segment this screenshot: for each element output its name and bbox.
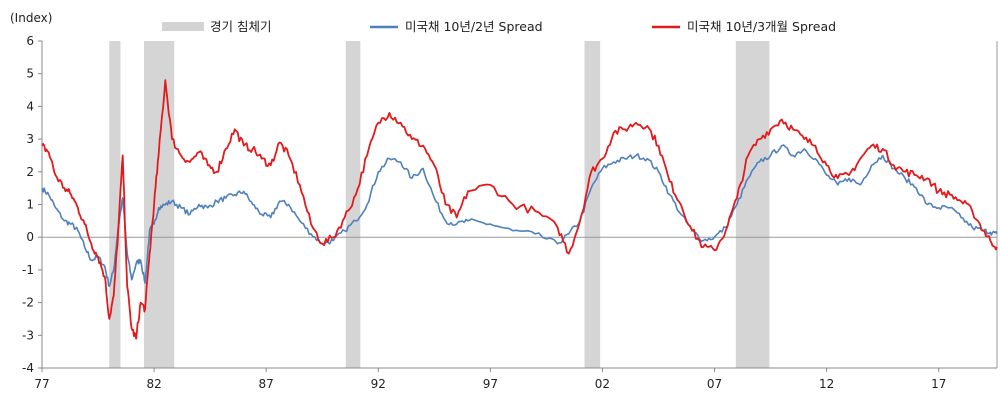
x-tick-label: 82 (146, 377, 161, 391)
y-axis-unit-label: (Index) (10, 11, 52, 25)
y-tick-label: -1 (22, 263, 34, 277)
legend-label-s3m: 미국채 10년/3개월 Spread (687, 19, 836, 34)
y-tick-label: 6 (26, 34, 34, 48)
legend-label-s2y: 미국채 10년/2년 Spread (405, 19, 543, 34)
y-tick-label: -4 (22, 361, 34, 375)
legend-label-recession: 경기 침체기 (210, 19, 271, 34)
x-tick-label: 97 (483, 377, 498, 391)
x-axis-ticks: 77 82 87 92 97 02 07 12 17 (34, 368, 946, 391)
y-tick-label: 0 (26, 230, 34, 244)
x-tick-label: 17 (931, 377, 946, 391)
y-tick-label: 1 (26, 198, 34, 212)
x-tick-label: 12 (819, 377, 834, 391)
recession-band (109, 41, 121, 368)
series-line-10y2y (41, 144, 998, 288)
recession-band (144, 41, 175, 368)
legend-swatch-recession (162, 22, 204, 31)
recession-band (584, 41, 601, 368)
y-tick-label: -2 (22, 296, 34, 310)
axes (41, 41, 998, 369)
x-tick-label: 92 (371, 377, 386, 391)
x-tick-label: 07 (707, 377, 722, 391)
x-tick-label: 77 (34, 377, 49, 391)
y-tick-label: 4 (26, 99, 34, 113)
x-tick-label: 02 (595, 377, 610, 391)
recession-bands (109, 41, 770, 368)
series-lines (41, 79, 998, 340)
y-axis-ticks: -4 -3 -2 -1 0 1 2 3 4 5 6 (22, 34, 42, 375)
recession-band (735, 41, 770, 368)
x-tick-label: 87 (259, 377, 274, 391)
y-tick-label: -3 (22, 328, 34, 342)
y-tick-label: 5 (26, 67, 34, 81)
legend: 경기 침체기 미국채 10년/2년 Spread 미국채 10년/3개월 Spr… (162, 19, 836, 34)
series-line-10y3m (41, 79, 998, 340)
y-tick-label: 3 (26, 132, 34, 146)
y-tick-label: 2 (26, 165, 34, 179)
